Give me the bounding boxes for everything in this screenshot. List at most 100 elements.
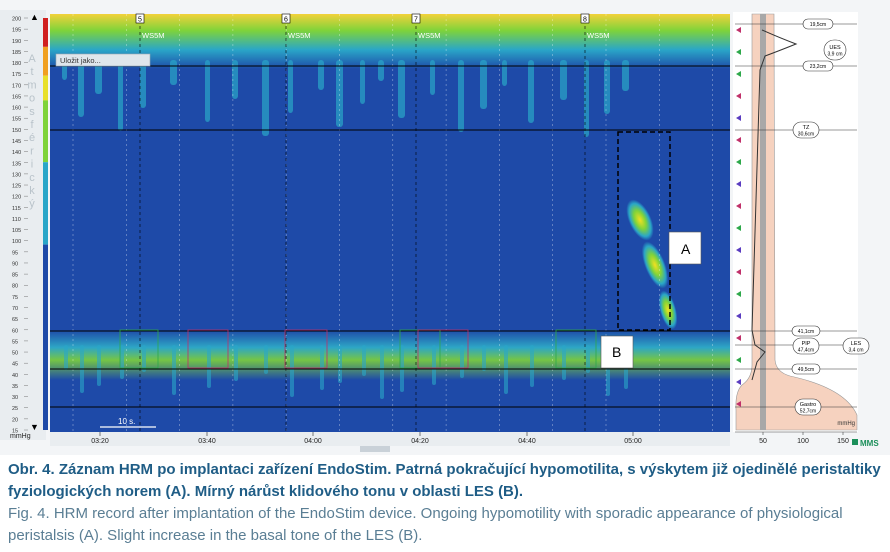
y-tick-label: 15 [12,429,18,435]
scale-bar-label: 10 s. [118,417,135,426]
profile-label-value: 3,9 cm [827,52,842,58]
les-event-box [119,329,159,369]
y-tick-label: 115 [12,206,21,212]
swallow-flag-label: 6 [284,17,288,24]
y-tick-label: 120 [12,195,21,201]
profile-axis-label: 150 [837,438,849,445]
les-drip [530,345,534,387]
sensor-arrow [736,71,741,77]
profile-label-value: 3,4 cm [848,348,863,354]
ues-drip [140,60,146,108]
y-tick-label: 105 [12,228,21,234]
side-label-letter: t [30,66,33,78]
swallow-flag[interactable] [411,13,421,24]
sensor-arrow [736,401,741,407]
annotation-a-box [668,231,702,265]
y-tick-label: 30 [12,395,18,401]
profile-label-box [791,363,821,375]
y-tick-label: 55 [12,339,18,345]
ues-drip [398,60,405,118]
region-a-box [617,131,671,331]
x-tick-label: 04:20 [411,438,429,445]
ues-drip [378,60,384,81]
color-scale-segment [43,244,48,430]
scroll-down-icon[interactable]: ▼ [30,422,39,432]
peristalsis-peak-3 [658,290,678,330]
les-drip [290,345,294,397]
mms-logo: MMS [860,439,879,448]
les-drip [320,345,324,390]
sensor-arrow [736,379,741,385]
swallow-flag[interactable] [281,13,291,24]
y-tick-label: 180 [12,61,21,67]
ues-drip [336,60,343,127]
side-label-letter: r [30,145,34,157]
les-drip [264,345,268,374]
scroll-up-icon[interactable]: ▲ [30,12,39,22]
x-axis-ticks: 03:20 03:40 04:00 04:20 04:40 05:00 [91,432,642,445]
y-tick-label: 130 [12,172,21,178]
profile-label-name: PIP [802,341,811,347]
ues-drip [458,60,464,132]
les-drip [234,345,238,381]
profile-label-name: UES [829,45,841,51]
pressure-trace [751,29,798,381]
les-drip [460,345,464,378]
profile-label-box [792,337,820,355]
sensor-arrow [736,159,741,165]
y-tick-label: 40 [12,373,18,379]
les-drip [482,345,486,371]
sensor-arrow [736,291,741,297]
side-label-letter: A [28,53,36,65]
sensor-arrow [736,225,741,231]
ues-drip [480,60,487,109]
color-scale-segment [43,46,48,76]
swallow-flag[interactable] [580,13,590,24]
profile-label-value: 41,1cm [798,329,814,335]
y-tick-label: 70 [12,306,18,312]
x-tick-label: 04:40 [518,438,536,445]
save-as-label: Uložit jako... [60,56,101,65]
y-tick-label: 45 [12,362,18,368]
les-event-box [417,329,469,369]
side-label-letter: é [29,132,35,144]
caption-english: Fig. 4. HRM record after implantation of… [8,505,843,544]
y-tick-label: 65 [12,317,18,323]
horizontal-scrollbar[interactable] [360,446,390,452]
les-event-box [187,329,229,369]
side-label-letter: m [27,79,36,91]
les-event-boxes [119,329,597,369]
side-label-letter: k [29,185,35,197]
les-drip [362,345,366,376]
y-tick-label: 140 [12,150,21,156]
swallow-label: WS5M [142,31,165,40]
side-label-letter: ý [29,198,35,210]
sensor-arrow [736,313,741,319]
y-tick-label: 60 [12,328,18,334]
profile-label-box [791,325,821,337]
save-as-button[interactable] [55,53,151,67]
swallow-flag[interactable] [135,13,145,24]
profile-label-value: 52,7cm [800,409,816,415]
ues-drip [502,60,507,86]
les-drip [586,345,590,373]
ues-drip [430,60,435,95]
les-drip [142,345,146,372]
ues-drip [528,60,534,123]
sensor-arrow [736,115,741,121]
y-tick-label: 185 [12,50,21,56]
swallow-flag-label: 7 [414,17,418,24]
profile-label-box [842,337,870,355]
profile-label-name: TZ [803,125,810,131]
ues-drip [560,60,567,100]
y-tick-label: 175 [12,72,21,78]
profile-axis-label: 50 [759,438,767,445]
hrm-chart: ▲ ▼ 200195190185180175170165160155150145… [10,12,880,452]
les-drip [64,345,68,370]
swallow-flag-label: 8 [583,17,587,24]
ues-band [50,14,730,69]
profile-label-box [823,39,847,61]
caption-czech: Obr. 4. Záznam HRM po implantaci zařízen… [8,461,881,500]
